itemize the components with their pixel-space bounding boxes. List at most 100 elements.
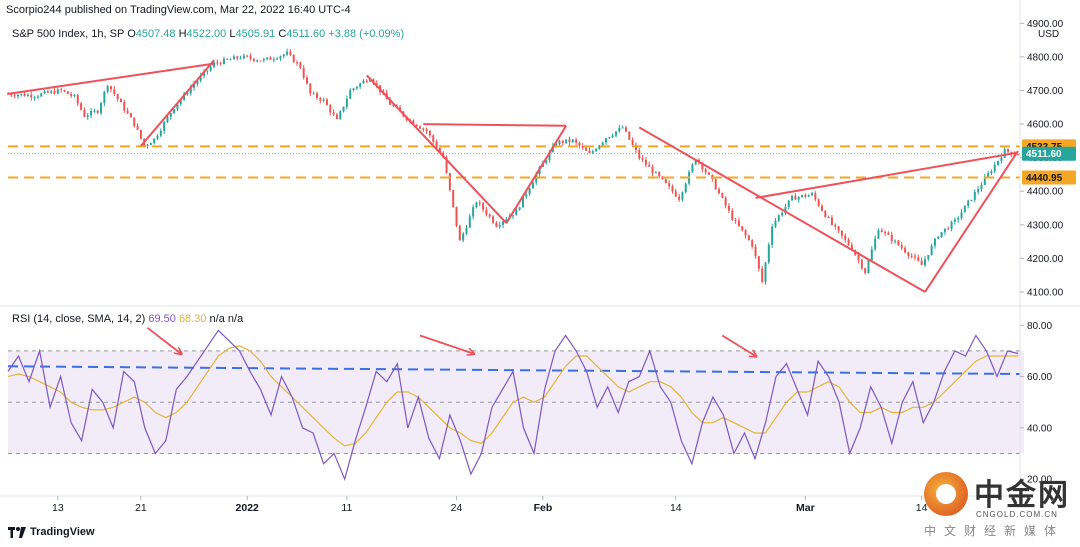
candle [113, 86, 116, 97]
candle-body [418, 126, 421, 129]
tradingview-brand[interactable]: TradingView [8, 526, 95, 538]
candle [980, 182, 983, 192]
candle-body [598, 145, 601, 150]
candle [63, 89, 66, 93]
candle [26, 93, 29, 97]
candle [624, 125, 627, 133]
candle-body [804, 195, 807, 197]
candle-body [485, 209, 488, 215]
price-tick-label: 4200.00 [1027, 254, 1064, 265]
candle [163, 120, 166, 134]
candle [811, 191, 814, 196]
candle-body [960, 212, 963, 218]
candle-body [814, 193, 817, 200]
price-pane[interactable] [7, 48, 1020, 293]
candle-body [452, 190, 455, 207]
candle-body [242, 55, 245, 59]
rsi-label: RSI (14, close, SMA, 14, 2) [12, 313, 146, 325]
candle [525, 192, 528, 199]
candle-body [817, 199, 820, 206]
candle-body [33, 97, 36, 99]
candle-body [355, 86, 358, 89]
candle [920, 257, 923, 266]
candle [173, 109, 176, 114]
sma-value: 68.30 [178, 313, 207, 325]
candle [884, 230, 887, 236]
candle [342, 106, 345, 113]
candle [146, 143, 149, 149]
candle-body [545, 160, 548, 164]
candle [917, 254, 920, 262]
candle [644, 156, 647, 168]
candle-body [103, 91, 106, 104]
candle [222, 56, 225, 65]
tradingview-label: TradingView [30, 526, 95, 538]
candle-body [345, 98, 348, 107]
candle-body [299, 62, 302, 69]
candle [581, 143, 584, 151]
candle-body [578, 142, 581, 146]
candle-body [76, 95, 79, 104]
candle [611, 133, 614, 139]
candle-body [468, 216, 471, 228]
candle-body [950, 221, 953, 229]
candle [691, 163, 694, 173]
candle [269, 56, 272, 60]
candle-body [339, 111, 342, 120]
candle-body [840, 230, 843, 236]
candle-body [801, 195, 804, 197]
candle [747, 234, 750, 241]
candle-body [864, 268, 867, 273]
candle [953, 217, 956, 225]
candle-body [930, 245, 933, 255]
candle-body [664, 179, 667, 184]
candle [286, 48, 289, 56]
candle [521, 196, 524, 208]
candle-body [70, 94, 73, 96]
candle [119, 98, 122, 103]
rsi-pane[interactable] [7, 327, 1024, 482]
candle-body [548, 151, 551, 161]
candle-body [83, 109, 86, 117]
candle [90, 107, 93, 119]
candle-body [502, 221, 505, 225]
candle [737, 217, 740, 227]
candle [641, 155, 644, 163]
candle-body [724, 197, 727, 206]
candle-body [315, 93, 318, 98]
candle-body [973, 191, 976, 200]
candle [618, 124, 621, 133]
open-label: O [127, 28, 136, 40]
candle [990, 169, 993, 176]
candle [890, 231, 893, 245]
candle-body [874, 238, 877, 250]
candle-body [717, 189, 720, 194]
candle [282, 53, 285, 59]
candle [708, 171, 711, 176]
candle-body [56, 89, 59, 94]
candle [970, 199, 973, 202]
candle-body [216, 62, 219, 64]
candle-body [199, 75, 202, 81]
candle [325, 98, 328, 106]
candle [957, 215, 960, 223]
candle-body [963, 205, 966, 213]
candle [86, 112, 89, 120]
candle-body [784, 207, 787, 213]
candle-body [937, 236, 940, 239]
candle-body [43, 91, 46, 94]
publisher-caption: Scorpio244 published on TradingView.com,… [6, 4, 351, 16]
candle-body [850, 245, 853, 251]
high-value: 4522.00 [186, 28, 227, 40]
candle-body [648, 164, 651, 167]
candle-body [488, 214, 491, 217]
low-value: 4505.91 [235, 28, 276, 40]
candle-body [807, 195, 810, 197]
candle [322, 97, 325, 103]
candle [36, 94, 39, 100]
candle [272, 56, 275, 63]
candle-body [764, 262, 767, 282]
candle-body [279, 56, 282, 59]
price-tick-label: 4800.00 [1027, 52, 1064, 63]
